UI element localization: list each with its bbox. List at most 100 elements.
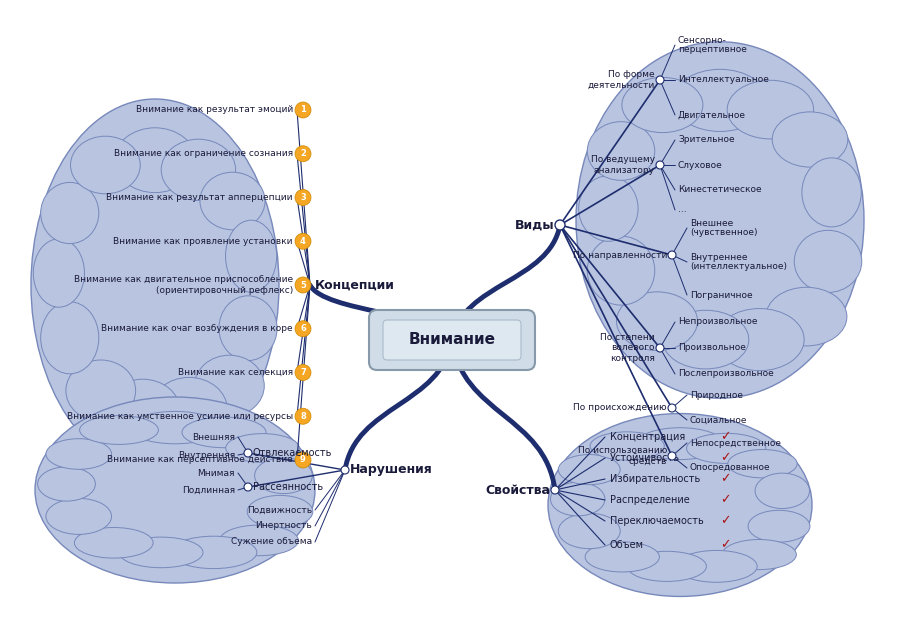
Text: Подлинная: Подлинная — [182, 485, 235, 495]
Circle shape — [667, 251, 675, 259]
Ellipse shape — [38, 467, 96, 501]
Text: Избирательность: Избирательность — [610, 474, 700, 484]
Ellipse shape — [219, 296, 276, 361]
Text: Рассеянность: Рассеянность — [253, 482, 322, 492]
Text: 9: 9 — [300, 455, 305, 464]
Text: Слуховое: Слуховое — [677, 160, 722, 170]
Ellipse shape — [46, 499, 111, 534]
Ellipse shape — [106, 379, 180, 440]
Text: Свойства: Свойства — [485, 483, 549, 497]
Ellipse shape — [225, 220, 276, 292]
Text: Внешнее
(чувственное): Внешнее (чувственное) — [689, 219, 757, 237]
Ellipse shape — [46, 439, 111, 469]
Text: 1: 1 — [300, 106, 305, 114]
Ellipse shape — [200, 172, 265, 230]
Ellipse shape — [31, 99, 279, 471]
Ellipse shape — [550, 482, 604, 516]
Text: Пограничное: Пограничное — [689, 291, 752, 300]
Ellipse shape — [754, 473, 808, 509]
Ellipse shape — [114, 128, 195, 193]
Circle shape — [294, 277, 311, 293]
Ellipse shape — [584, 542, 658, 572]
Ellipse shape — [547, 413, 811, 597]
Text: Внимание как персептивное действие: Внимание как персептивное действие — [107, 455, 293, 464]
Ellipse shape — [621, 78, 703, 132]
Ellipse shape — [194, 355, 264, 417]
Ellipse shape — [801, 158, 861, 227]
Ellipse shape — [558, 513, 619, 549]
Ellipse shape — [672, 69, 767, 132]
Text: 7: 7 — [300, 368, 305, 377]
Text: Природное: Природное — [689, 391, 742, 399]
Text: Двигательное: Двигательное — [677, 111, 745, 120]
Circle shape — [667, 452, 675, 460]
Ellipse shape — [41, 302, 98, 374]
FancyBboxPatch shape — [383, 320, 520, 360]
Text: Мнимая: Мнимая — [197, 469, 235, 478]
Text: Внимание как очаг возбуждения в коре: Внимание как очаг возбуждения в коре — [101, 324, 293, 333]
Text: Интеллектуальное: Интеллектуальное — [677, 76, 768, 85]
Text: По ведущему
анализатору: По ведущему анализатору — [591, 155, 655, 175]
Ellipse shape — [675, 550, 757, 583]
Text: 2: 2 — [300, 149, 305, 158]
Circle shape — [667, 404, 675, 412]
Text: 3: 3 — [300, 193, 305, 202]
Text: Виды: Виды — [515, 219, 554, 232]
Ellipse shape — [161, 139, 236, 200]
Ellipse shape — [662, 310, 748, 369]
Text: ✓: ✓ — [719, 431, 730, 443]
Text: Распределение: Распределение — [610, 495, 689, 505]
Text: 8: 8 — [300, 411, 305, 421]
Circle shape — [294, 102, 311, 118]
Text: По степени
волевого
контроля: По степени волевого контроля — [600, 333, 655, 363]
Ellipse shape — [578, 176, 638, 241]
Text: Внимание: Внимание — [408, 333, 495, 347]
Text: Зрительное: Зрительное — [677, 135, 734, 144]
Text: Внимание как проявление установки: Внимание как проявление установки — [114, 237, 293, 245]
Ellipse shape — [794, 230, 861, 293]
Text: Внимание как результат эмоций: Внимание как результат эмоций — [135, 106, 293, 114]
Ellipse shape — [575, 42, 863, 398]
Text: Переключаемость: Переключаемость — [610, 516, 703, 526]
Text: Устойчивость: Устойчивость — [610, 453, 679, 463]
Text: Отвлекаемость: Отвлекаемость — [253, 448, 332, 458]
Text: Концепции: Концепции — [314, 279, 395, 291]
Ellipse shape — [558, 455, 619, 485]
Text: Объем: Объем — [610, 540, 643, 550]
Text: Внимание как ограничение сознания: Внимание как ограничение сознания — [114, 149, 293, 158]
Text: Непосредственное: Непосредственное — [689, 438, 780, 448]
Ellipse shape — [41, 183, 98, 244]
Circle shape — [340, 466, 349, 474]
Ellipse shape — [771, 112, 847, 167]
Ellipse shape — [79, 415, 158, 445]
Text: Послепроизвольное: Послепроизвольное — [677, 370, 773, 378]
Text: ...: ... — [677, 205, 686, 214]
Circle shape — [656, 344, 664, 352]
Circle shape — [294, 321, 311, 336]
Circle shape — [551, 486, 558, 494]
Ellipse shape — [182, 417, 265, 448]
FancyBboxPatch shape — [368, 310, 535, 370]
Circle shape — [656, 76, 664, 84]
Text: Внутреннее
(интеллектуальное): Внутреннее (интеллектуальное) — [689, 252, 787, 272]
Circle shape — [294, 364, 311, 380]
Ellipse shape — [170, 536, 256, 569]
Circle shape — [244, 449, 252, 457]
Ellipse shape — [129, 411, 220, 444]
Text: Социальное: Социальное — [689, 415, 747, 424]
Ellipse shape — [714, 308, 804, 371]
Text: По направленности: По направленности — [572, 251, 666, 259]
Circle shape — [244, 483, 252, 491]
Ellipse shape — [151, 377, 228, 442]
Ellipse shape — [748, 510, 809, 542]
Circle shape — [294, 452, 311, 468]
Ellipse shape — [66, 360, 135, 421]
Text: ✓: ✓ — [719, 452, 730, 464]
Circle shape — [294, 408, 311, 424]
Ellipse shape — [33, 238, 84, 307]
Text: 4: 4 — [300, 237, 305, 245]
Text: Инертность: Инертность — [255, 522, 312, 530]
Circle shape — [554, 220, 564, 230]
Text: Непроизвольное: Непроизвольное — [677, 317, 757, 326]
Circle shape — [294, 146, 311, 162]
